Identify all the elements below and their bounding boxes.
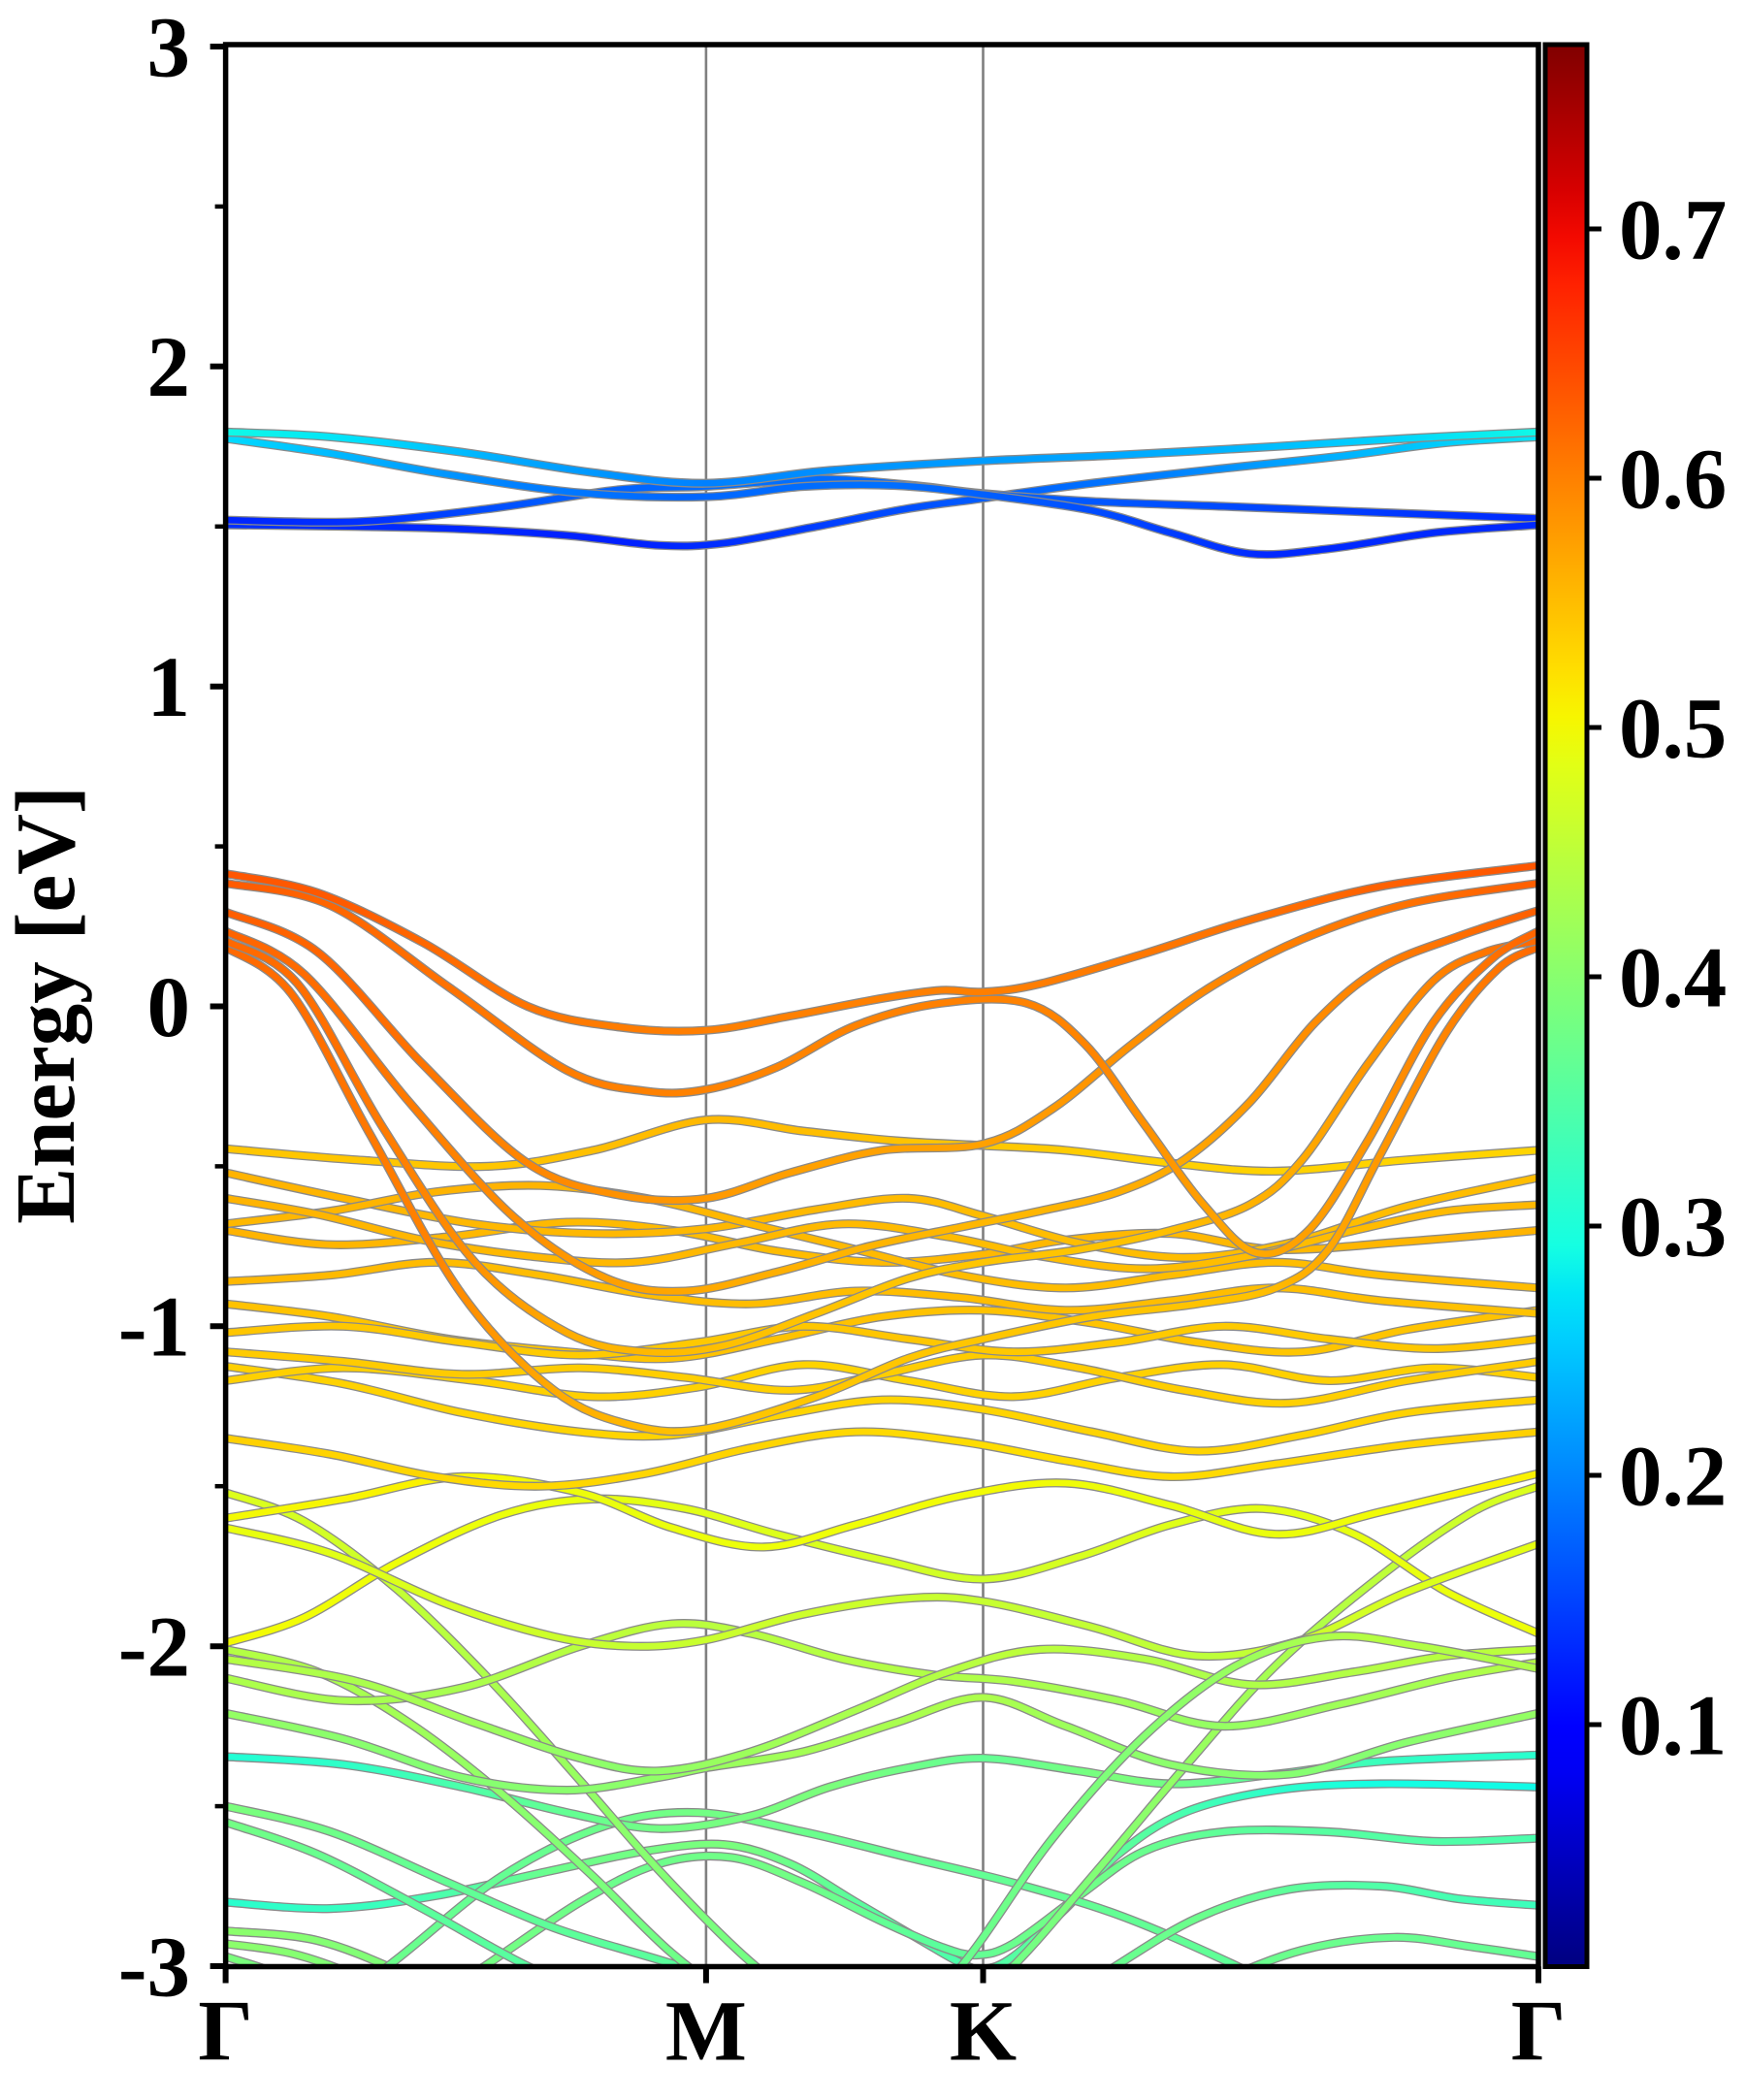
svg-text:1: 1 — [147, 640, 191, 735]
svg-text:M: M — [665, 1985, 747, 2080]
svg-text:0.4: 0.4 — [1619, 930, 1727, 1025]
svg-text:3: 3 — [147, 0, 191, 95]
svg-text:-2: -2 — [118, 1600, 190, 1696]
svg-text:Energy [eV]: Energy [eV] — [0, 786, 92, 1224]
svg-text:-3: -3 — [118, 1920, 190, 2015]
svg-text:2: 2 — [147, 320, 191, 415]
svg-text:0.6: 0.6 — [1619, 432, 1727, 527]
svg-text:0: 0 — [147, 960, 191, 1055]
svg-text:0.3: 0.3 — [1619, 1179, 1727, 1275]
svg-text:Γ: Γ — [1511, 1985, 1567, 2080]
svg-text:K: K — [950, 1985, 1017, 2080]
svg-text:Γ: Γ — [198, 1985, 253, 2080]
svg-text:0.7: 0.7 — [1619, 182, 1727, 277]
svg-text:0.1: 0.1 — [1619, 1678, 1727, 1773]
svg-text:0.2: 0.2 — [1619, 1429, 1727, 1524]
svg-text:0.5: 0.5 — [1619, 681, 1727, 776]
svg-text:-1: -1 — [118, 1280, 190, 1375]
